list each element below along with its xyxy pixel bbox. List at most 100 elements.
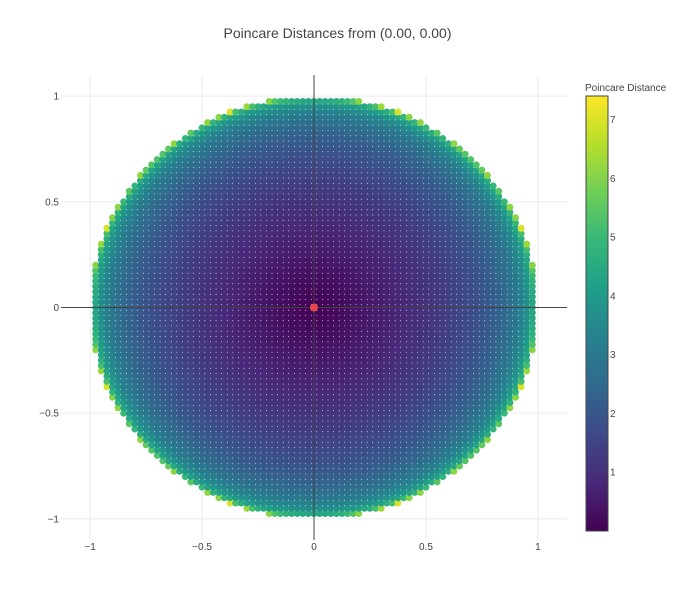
data-point (120, 267, 128, 274)
data-point (360, 494, 368, 502)
data-point (332, 198, 340, 206)
data-point (372, 341, 380, 348)
data-point (226, 457, 234, 465)
data-point (204, 119, 212, 127)
data-point (456, 298, 463, 306)
data-point (484, 182, 491, 190)
data-point (484, 436, 491, 444)
data-point (260, 488, 268, 496)
data-point (495, 351, 503, 359)
data-point (209, 446, 217, 454)
data-point (439, 235, 447, 243)
data-point (411, 383, 419, 391)
data-point (232, 240, 240, 248)
data-point (394, 415, 402, 422)
data-point (265, 430, 273, 438)
data-point (416, 451, 424, 459)
data-point (248, 393, 256, 401)
data-point (125, 298, 133, 306)
data-point (192, 298, 200, 306)
data-point (282, 399, 290, 407)
data-point (192, 473, 200, 481)
data-point (288, 235, 296, 243)
data-point (484, 267, 491, 274)
data-point (204, 171, 212, 179)
data-point (148, 378, 156, 385)
data-point (366, 219, 374, 227)
data-point (165, 261, 172, 269)
data-point (411, 478, 419, 486)
data-point (512, 235, 519, 243)
data-point (349, 483, 357, 491)
data-point (304, 378, 312, 385)
data-point (220, 198, 228, 206)
data-point (232, 430, 240, 438)
data-point (165, 193, 172, 200)
data-point (114, 356, 122, 364)
data-point (416, 224, 424, 232)
data-point (377, 298, 385, 306)
data-point (153, 298, 161, 306)
data-point (416, 256, 424, 264)
data-point (344, 388, 352, 396)
data-point (416, 441, 424, 449)
data-point (260, 415, 268, 422)
data-point (338, 451, 346, 459)
data-point (304, 108, 312, 116)
data-point (344, 140, 352, 148)
data-point (226, 367, 234, 375)
data-point (215, 404, 223, 412)
data-point (237, 494, 245, 502)
data-point (142, 182, 150, 190)
data-point (433, 420, 441, 428)
data-point (192, 330, 200, 338)
data-point (456, 446, 463, 454)
data-point (299, 103, 307, 111)
data-point (394, 451, 402, 459)
data-point (226, 346, 234, 354)
data-point (344, 219, 352, 227)
data-point (422, 293, 430, 301)
data-point (120, 356, 128, 364)
data-point (360, 478, 368, 486)
data-point (304, 97, 312, 105)
data-point (422, 156, 430, 164)
data-point (327, 261, 335, 269)
data-point (355, 467, 363, 475)
data-point (500, 404, 508, 412)
data-point (523, 346, 531, 354)
data-point (153, 335, 161, 343)
data-point (304, 314, 312, 322)
data-points[interactable] (92, 97, 536, 518)
data-point (360, 436, 368, 444)
data-point (276, 415, 284, 422)
data-point (237, 341, 245, 348)
data-point (226, 467, 234, 475)
data-point (97, 256, 105, 264)
data-point (388, 446, 396, 454)
data-point (338, 161, 346, 169)
data-point (327, 378, 335, 385)
data-point (137, 267, 144, 274)
data-point (405, 230, 413, 237)
data-point (444, 161, 452, 169)
data-point (265, 388, 273, 396)
data-point (472, 261, 480, 269)
data-point (327, 256, 335, 264)
data-point (472, 372, 480, 380)
data-point (372, 451, 380, 459)
data-point (215, 240, 223, 248)
data-point (439, 177, 447, 185)
data-point (260, 441, 268, 449)
data-point (523, 256, 531, 264)
data-point (176, 277, 184, 285)
data-point (293, 488, 301, 496)
data-point (209, 473, 217, 481)
data-point (428, 293, 436, 301)
data-point (137, 314, 144, 322)
data-point (276, 103, 284, 111)
data-point (293, 494, 301, 502)
data-point (276, 378, 284, 385)
data-point (411, 230, 419, 237)
